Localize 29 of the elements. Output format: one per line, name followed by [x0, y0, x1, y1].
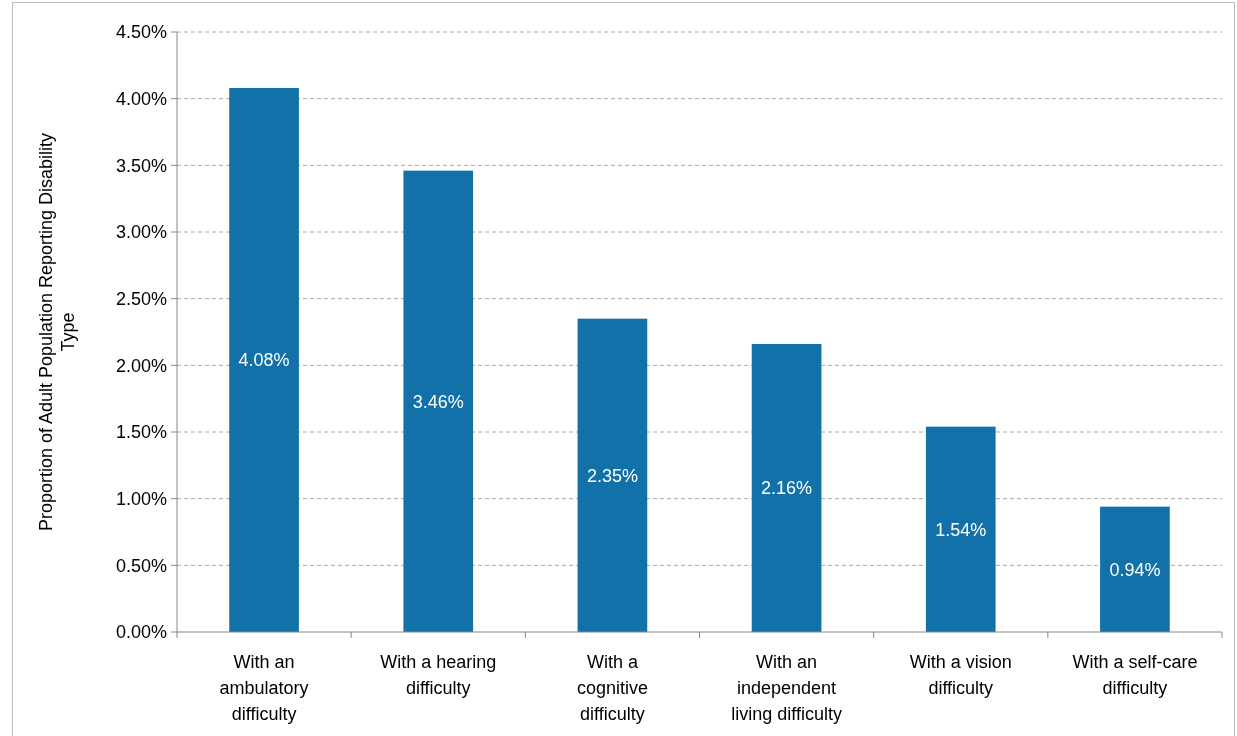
y-tick-label: 0.00%	[115, 622, 167, 643]
y-tick-label: 2.50%	[115, 288, 167, 309]
y-tick-label: 3.00%	[115, 222, 167, 243]
y-tick-label: 4.00%	[115, 88, 167, 109]
y-tick-label: 0.50%	[115, 555, 167, 576]
x-tick-label: With a vision difficulty	[909, 652, 1012, 698]
data-label: 3.46%	[412, 391, 464, 412]
y-tick-label: 4.50%	[115, 22, 167, 43]
data-label: 1.54%	[935, 519, 987, 540]
x-tick-label: With a hearing difficulty	[380, 652, 497, 698]
y-tick-label: 1.50%	[115, 422, 167, 443]
bar	[403, 170, 474, 632]
bar	[751, 344, 822, 632]
data-label: 4.08%	[238, 350, 290, 371]
data-label: 2.35%	[586, 465, 638, 486]
x-tick-label: With an ambulatory difficulty	[219, 652, 309, 724]
y-tick-label: 1.00%	[115, 488, 167, 509]
x-tick-label: With an independent living difficulty	[731, 652, 842, 724]
bar	[577, 318, 648, 632]
y-tick-label: 3.50%	[115, 155, 167, 176]
y-tick-label: 2.00%	[115, 355, 167, 376]
data-label: 0.94%	[1109, 559, 1161, 580]
bar	[1100, 506, 1170, 632]
bar	[925, 426, 996, 632]
data-label: 2.16%	[761, 478, 813, 499]
y-axis-title: Proportion of Adult Population Reporting Disability Type	[36, 132, 78, 532]
x-tick-label: With a cognitive difficulty	[576, 652, 648, 724]
x-tick-label: With a self-care difficulty	[1072, 652, 1198, 698]
bar	[229, 88, 299, 632]
